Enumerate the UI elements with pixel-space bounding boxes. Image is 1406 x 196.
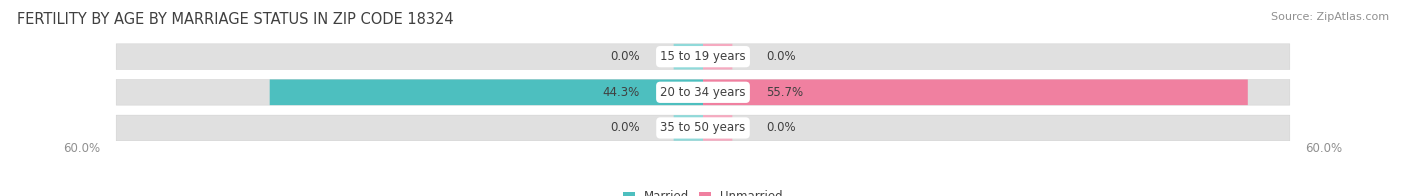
FancyBboxPatch shape [117,115,1289,141]
Text: 44.3%: 44.3% [602,86,640,99]
FancyBboxPatch shape [703,44,733,70]
Text: FERTILITY BY AGE BY MARRIAGE STATUS IN ZIP CODE 18324: FERTILITY BY AGE BY MARRIAGE STATUS IN Z… [17,12,454,27]
FancyBboxPatch shape [270,79,703,105]
FancyBboxPatch shape [117,79,1289,105]
Text: 35 to 50 years: 35 to 50 years [661,122,745,134]
Text: 60.0%: 60.0% [63,142,100,155]
Text: 20 to 34 years: 20 to 34 years [661,86,745,99]
Text: 60.0%: 60.0% [1306,142,1343,155]
Text: 0.0%: 0.0% [766,50,796,63]
Text: 0.0%: 0.0% [610,50,640,63]
Text: Source: ZipAtlas.com: Source: ZipAtlas.com [1271,12,1389,22]
FancyBboxPatch shape [673,44,703,70]
Text: 15 to 19 years: 15 to 19 years [661,50,745,63]
FancyBboxPatch shape [117,44,1289,70]
Text: 0.0%: 0.0% [766,122,796,134]
FancyBboxPatch shape [703,115,733,141]
FancyBboxPatch shape [703,79,1247,105]
Text: 0.0%: 0.0% [610,122,640,134]
Text: 55.7%: 55.7% [766,86,804,99]
Legend: Married, Unmarried: Married, Unmarried [619,186,787,196]
FancyBboxPatch shape [673,115,703,141]
